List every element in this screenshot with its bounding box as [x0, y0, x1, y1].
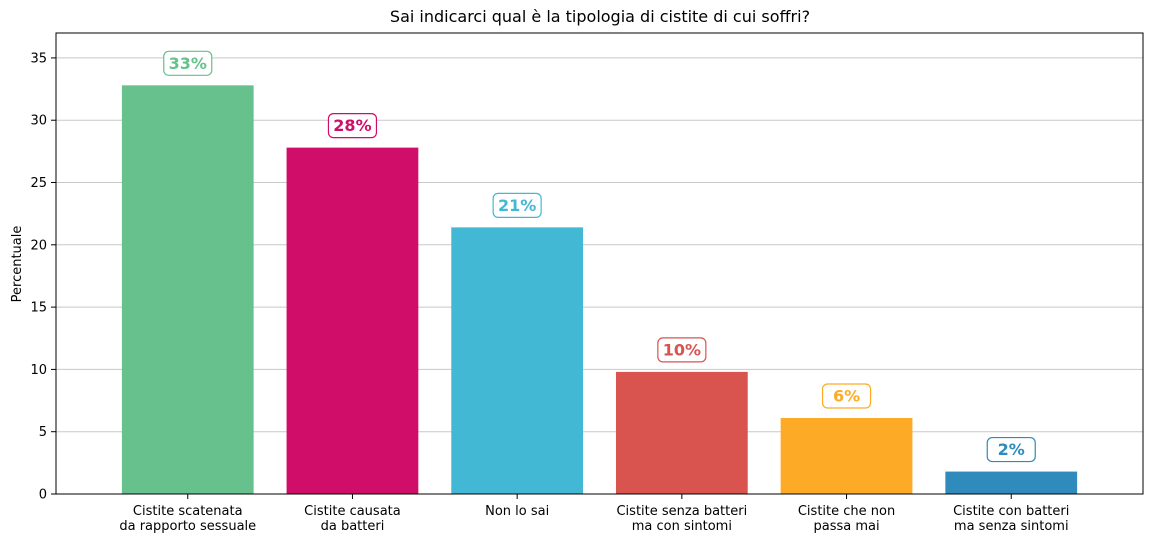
x-tick-label: Cistite causata — [304, 504, 401, 519]
y-tick-label: 10 — [30, 363, 47, 378]
data-label-box — [657, 337, 707, 363]
y-tick-label: 5 — [39, 425, 47, 440]
y-tick-label: 35 — [30, 51, 47, 66]
x-tick-label: Cistite senza batteri — [616, 504, 747, 519]
x-tick-label: da rapporto sessuale — [119, 519, 256, 534]
data-label: 6% — [833, 386, 860, 405]
y-tick-label: 15 — [30, 301, 47, 316]
bar — [121, 85, 254, 495]
y-axis: 0 5 10 15 20 25 30 35 — [30, 51, 56, 503]
bar — [615, 371, 748, 494]
y-tick-label: 30 — [30, 114, 47, 129]
data-label: 2% — [998, 440, 1025, 459]
x-tick-label: ma senza sintomi — [954, 519, 1069, 534]
x-tick-label: Cistite con batteri — [953, 504, 1069, 519]
bar — [780, 417, 913, 494]
x-tick-label: Cistite che non — [798, 504, 895, 519]
bar — [945, 471, 1078, 494]
x-tick-label: Cistite scatenata — [133, 504, 243, 519]
data-label-box — [492, 192, 542, 218]
y-tick-label: 0 — [39, 488, 47, 503]
data-label-box — [986, 436, 1036, 463]
data-labels: 33% 28% 21% 10% 6% 2% — [163, 50, 1036, 463]
data-label-box — [821, 383, 872, 409]
x-tick-label: ma con sintomi — [632, 519, 732, 534]
y-tick-label: 20 — [30, 238, 47, 253]
data-label: 28% — [333, 116, 371, 135]
data-label: 33% — [169, 54, 207, 73]
x-tick-label: passa mai — [813, 519, 879, 534]
data-label: 21% — [498, 196, 536, 215]
bars — [121, 85, 1078, 495]
data-label-box — [163, 50, 213, 76]
data-label: 10% — [663, 340, 701, 359]
bar — [286, 147, 419, 495]
x-tick-label: Non lo sai — [485, 504, 549, 519]
chart-title: Sai indicarci qual è la tipologia di cis… — [390, 7, 810, 26]
plot-frame — [55, 32, 1144, 495]
y-axis-label: Percentuale — [10, 226, 25, 303]
y-tick-label: 25 — [30, 176, 47, 191]
bar — [451, 227, 584, 495]
x-tick-label: da batteri — [321, 519, 385, 534]
data-label-box — [327, 113, 378, 139]
